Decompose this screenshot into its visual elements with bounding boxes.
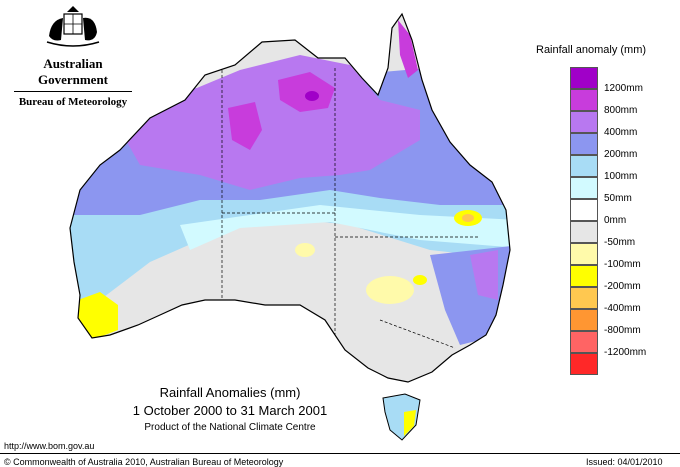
legend-swatch [570,221,598,243]
legend-label: -200mm [604,281,641,292]
footer-url[interactable]: http://www.bom.gov.au [4,441,95,451]
bom-logo: Australian Government Bureau of Meteorol… [8,8,138,108]
legend-swatch [570,177,598,199]
legend-label: 0mm [604,215,627,226]
legend-label: 50mm [604,193,632,204]
state-borders [221,68,480,349]
legend-swatch [570,353,598,375]
region-400mm [120,55,420,190]
legend-label: -50mm [604,237,636,248]
region-800mm-cape [398,20,418,78]
legend-swatch [570,331,598,353]
border-nsw-vic [379,319,456,349]
map-product: Product of the National Climate Centre [144,422,316,433]
region-dry-sw-wa [78,292,118,340]
map-title: Rainfall Anomalies (mm) [159,385,301,400]
legend-swatch [570,199,598,221]
footer-copyright: © Commonwealth of Australia 2010, Austra… [4,457,284,467]
legend-label: 200mm [604,149,638,160]
legend-swatch [570,243,598,265]
legend-swatch [570,133,598,155]
region-dry-nsw [413,275,427,285]
legend-swatch [570,265,598,287]
legend-swatch [570,111,598,133]
region-800mm-nt [278,72,335,112]
region-800mm-central [228,102,262,150]
bureau-title: Bureau of Meteorology [18,96,128,108]
footer-issued: Issued: 04/01/2010 [586,457,663,467]
region-dry-se [366,276,414,304]
legend-label: 100mm [604,171,638,182]
legend-label: 400mm [604,127,638,138]
government-title: Australian Government [37,56,109,87]
legend-swatch [570,309,598,331]
legend-label: -1200mm [604,347,647,358]
region-dry-central [295,243,315,257]
tasmania-dry-strip [404,410,416,436]
coat-of-arms-icon [46,6,100,47]
legend-swatch [570,155,598,177]
legend-label: 800mm [604,105,638,116]
logo-divider [14,91,132,92]
map-period: 1 October 2000 to 31 March 2001 [132,403,328,418]
region-50mm [180,205,510,250]
legend-title: Rainfall anomaly (mm) [536,44,647,56]
legend-swatch [570,89,598,111]
legend-swatch [570,67,598,89]
legend-label: 1200mm [604,83,643,94]
legend-label: -400mm [604,303,641,314]
footer-divider [0,453,680,454]
australia-coastline [69,12,511,383]
legend-label: -800mm [604,325,641,336]
region-1200mm [305,91,319,101]
legend-swatch [570,287,598,309]
region-dry-qld-inner [462,214,474,222]
legend-label: -100mm [604,259,641,270]
region-east-coast-400mm [470,250,498,300]
